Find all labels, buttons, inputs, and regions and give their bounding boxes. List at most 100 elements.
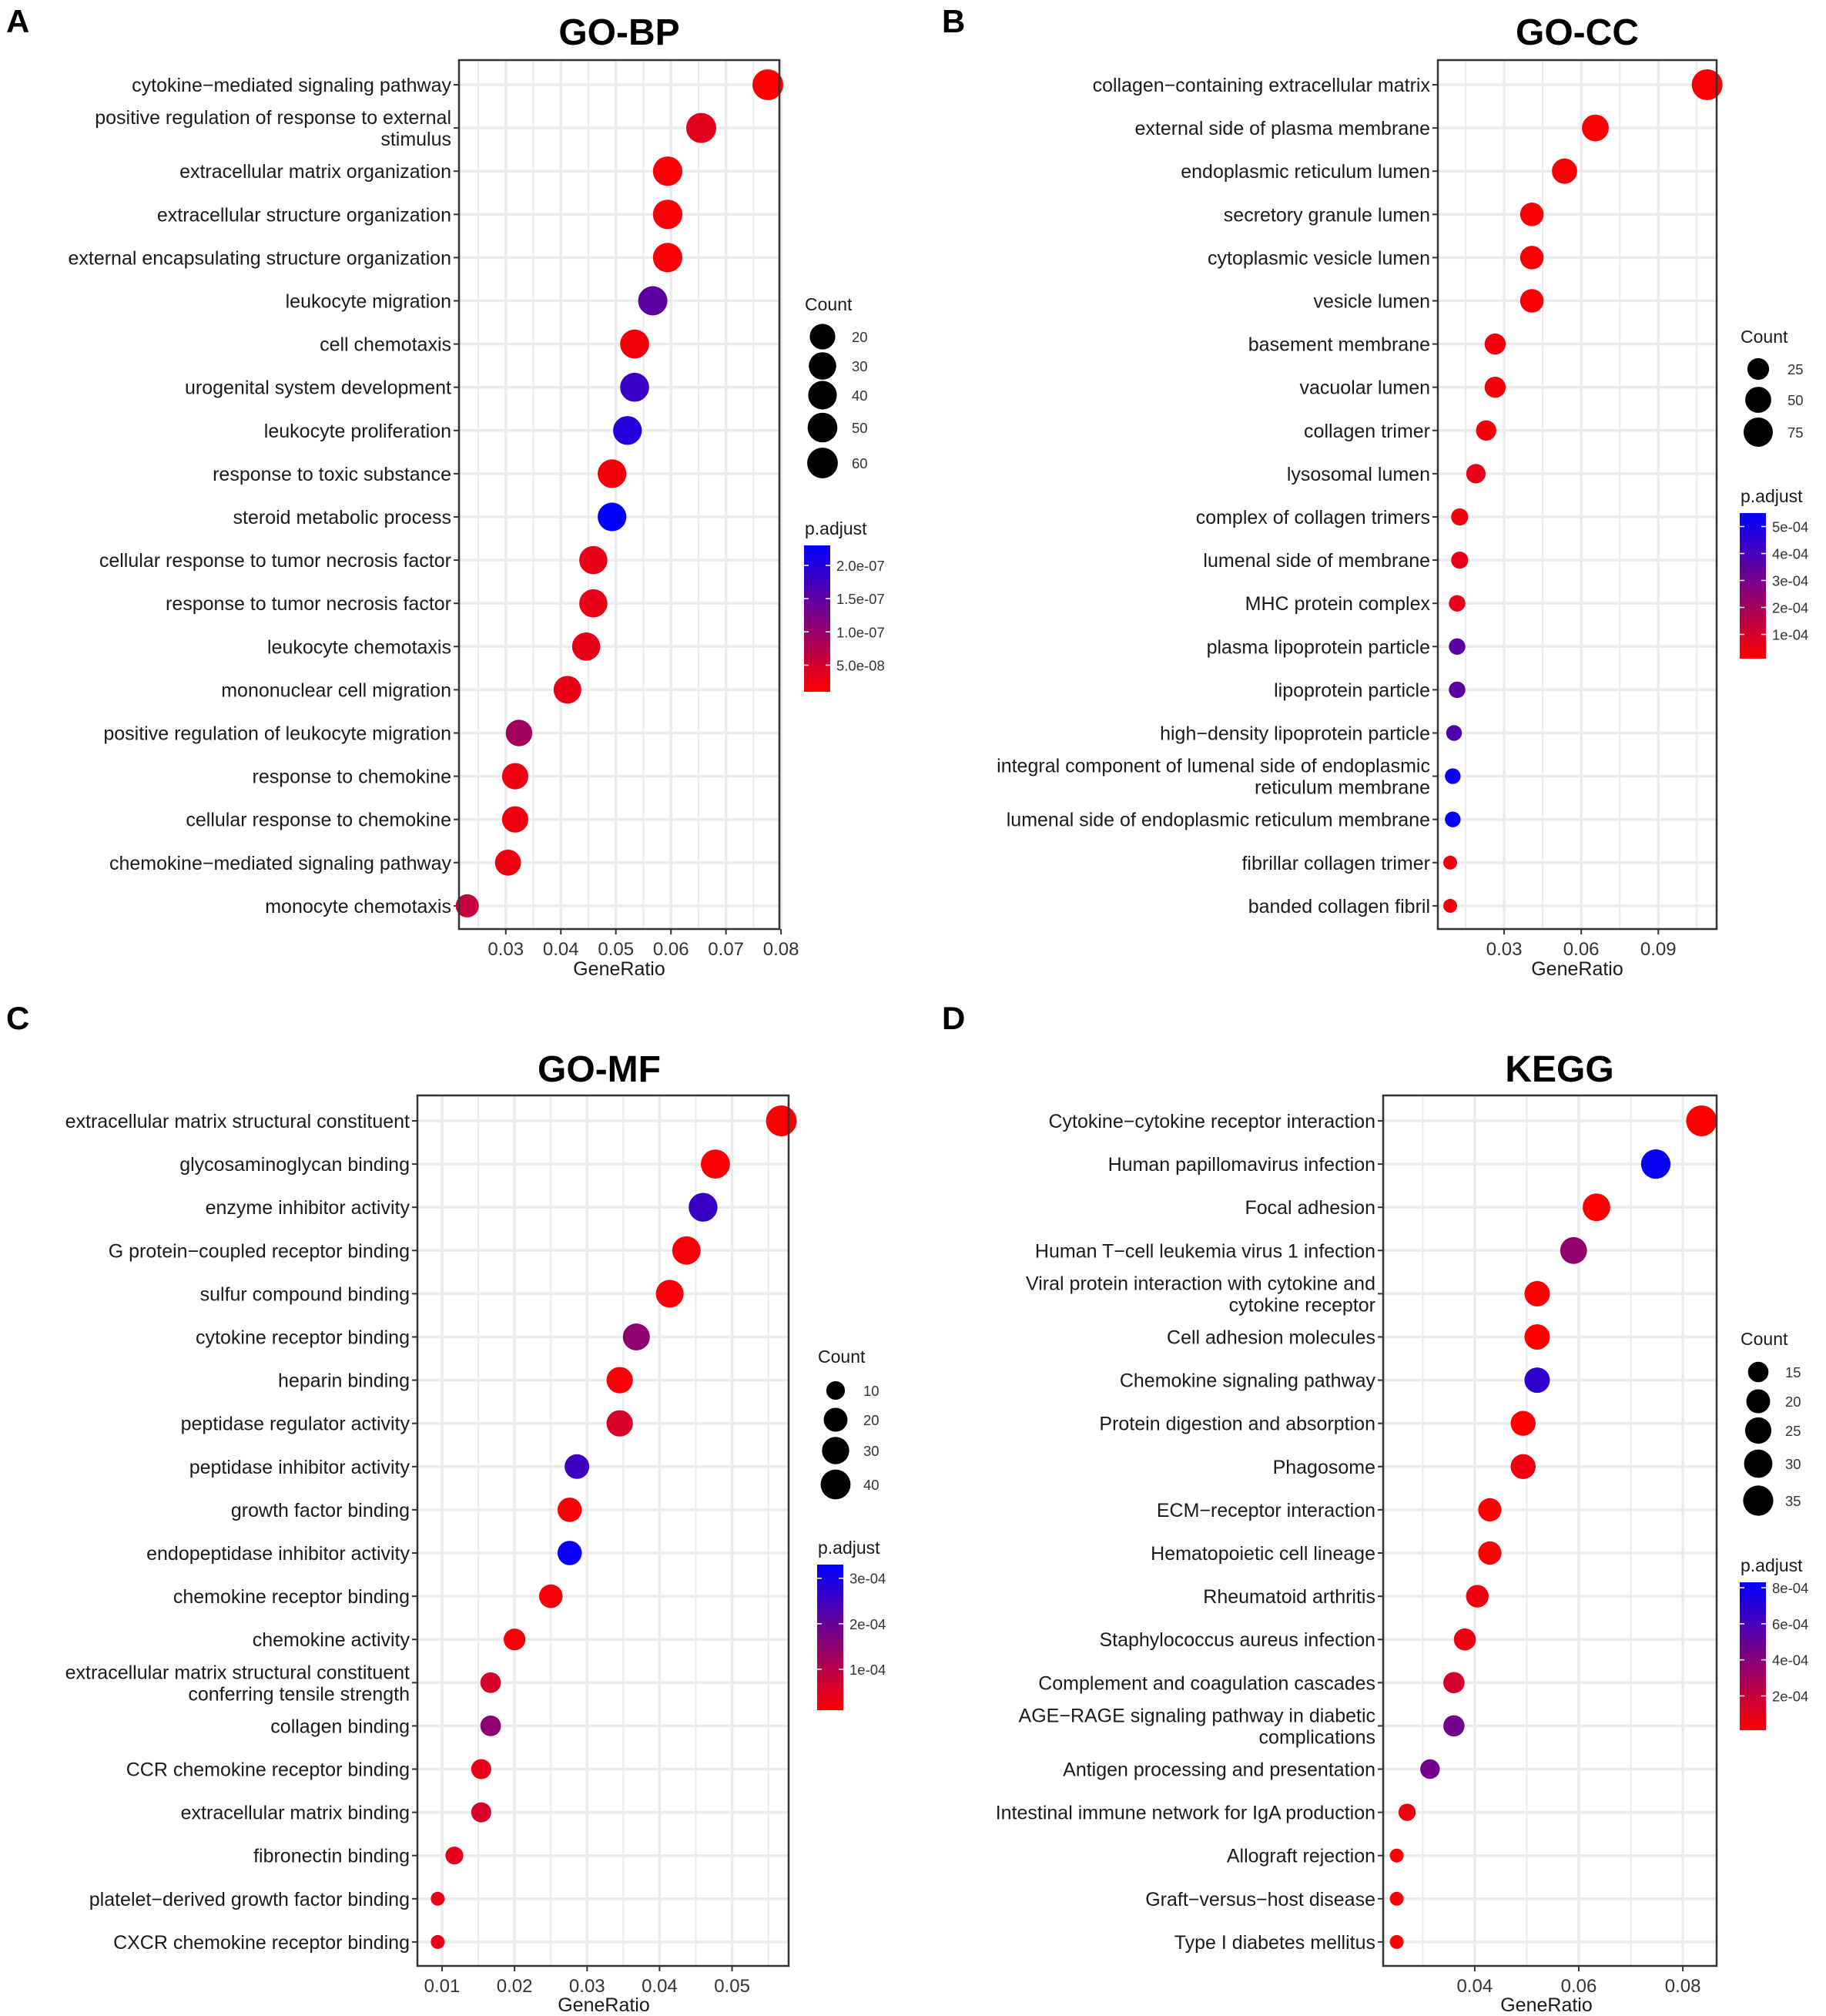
term-label-vesicle-lumen: vesicle lumen (1314, 291, 1430, 313)
points-go-bp (455, 69, 783, 917)
point-response-to-tumor-necrosis-factor (579, 589, 608, 618)
point-collagen-containing-extracellular-matrix (1691, 69, 1723, 100)
chart-title-go-mf: GO-MF (538, 1049, 661, 1090)
term-label-hematopoietic-cell-lineage: Hematopoietic cell lineage (1151, 1543, 1375, 1565)
point-platelet-derived-growth-factor-binding (431, 1891, 445, 1906)
size-legend-key (1744, 418, 1773, 447)
term-label-chemokine-activity: chemokine activity (253, 1629, 410, 1651)
size-legend-key (1744, 1449, 1773, 1478)
plot-frame-go-bp (457, 59, 781, 931)
term-label-phagosome: Phagosome (1273, 1457, 1375, 1478)
chart-title-kegg: KEGG (1505, 1049, 1613, 1090)
point-extracellular-matrix-structural-constituent (766, 1105, 797, 1136)
plot-frame-go-cc (1436, 59, 1718, 931)
color-legend-label: 3e-04 (1772, 573, 1808, 589)
x-tick-label-go-mf: 0.05 (714, 1976, 750, 1997)
point-cellular-response-to-tumor-necrosis-factor (579, 545, 608, 575)
points-kegg (1389, 1105, 1717, 1949)
size-legend-label: 20 (1785, 1394, 1801, 1410)
point-focal-adhesion (1583, 1193, 1610, 1222)
point-cytoplasmic-vesicle-lumen (1519, 246, 1544, 270)
point-chemokine-signaling-pathway (1524, 1367, 1550, 1394)
point-urogenital-system-development (620, 372, 649, 402)
term-label-extracellular-matrix-structural-constituent-conferring-tensile-strength: extracellular matrix structural constitu… (65, 1662, 410, 1705)
term-label-high-density-lipoprotein-particle: high−density lipoprotein particle (1160, 723, 1430, 745)
size-legend-key (822, 1437, 849, 1464)
size-legend-key (826, 1380, 846, 1400)
term-label-cytokine-receptor-binding: cytokine receptor binding (196, 1327, 410, 1349)
term-label-integral-component-of-lumenal-side-of-endoplasmic-reticulum-membrane: integral component of lumenal side of en… (997, 756, 1430, 799)
size-legend-key (807, 448, 838, 478)
tick-labels-go-cc: 0.03 0.06 0.09 (1486, 929, 1677, 960)
point-endopeptidase-inhibitor-activity (557, 1541, 582, 1565)
point-cellular-response-to-chemokine (501, 806, 529, 833)
point-leukocyte-chemotaxis (571, 632, 601, 661)
term-label-extracellular-matrix-organization: extracellular matrix organization (179, 161, 451, 183)
size-legend-go-cc: 25 50 75 (1744, 357, 1804, 447)
x-tick-label-go-bp: 0.03 (487, 939, 524, 960)
size-legend-label: 50 (1787, 392, 1804, 408)
term-label-enzyme-inhibitor-activity: enzyme inhibitor activity (206, 1197, 410, 1219)
color-bar (1740, 1582, 1766, 1730)
size-legend-label: 20 (863, 1412, 879, 1428)
point-extracellular-matrix-organization (652, 156, 683, 186)
point-integral-component-of-lumenal-side-of-endoplasmic-reticulum-membrane (1445, 768, 1461, 784)
term-label-fibrillar-collagen-trimer: fibrillar collagen trimer (1241, 853, 1430, 874)
x-tick-label-kegg: 0.06 (1561, 1976, 1597, 1997)
term-label-ecm-receptor-interaction: ECM−receptor interaction (1157, 1500, 1375, 1521)
term-label-cxcr-chemokine-receptor-binding: CXCR chemokine receptor binding (113, 1932, 410, 1954)
term-label-line: complications (1259, 1726, 1375, 1748)
size-legend-title-go-bp: Count (805, 294, 853, 314)
x-tick-label-go-cc: 0.03 (1486, 939, 1523, 960)
term-labels-kegg: Cytokine−cytokine receptor interaction Hu… (996, 1111, 1383, 1954)
x-tick-label-go-bp: 0.08 (763, 939, 799, 960)
point-ecm-receptor-interaction (1478, 1498, 1502, 1521)
size-legend-label: 60 (852, 455, 868, 471)
term-label-sulfur-compound-binding: sulfur compound binding (200, 1283, 410, 1305)
term-label-cellular-response-to-tumor-necrosis-factor: cellular response to tumor necrosis fact… (99, 550, 451, 572)
term-label-allograft-rejection: Allograft rejection (1227, 1846, 1375, 1867)
point-lysosomal-lumen (1466, 464, 1486, 484)
color-legend-go-mf: 3e-04 2e-04 1e-04 (817, 1565, 886, 1710)
point-complement-and-coagulation-cascades (1443, 1672, 1465, 1694)
term-label-collagen-trimer: collagen trimer (1304, 421, 1430, 442)
plot-frame-go-mf (416, 1094, 790, 1967)
size-legend-key (1744, 1417, 1772, 1444)
point-chemokine-mediated-signaling-pathway (494, 849, 521, 876)
point-collagen-trimer (1476, 420, 1496, 441)
term-label-line: cytokine receptor (1229, 1294, 1375, 1316)
term-label-rheumatoid-arthritis: Rheumatoid arthritis (1203, 1586, 1375, 1608)
point-lipoprotein-particle (1449, 681, 1466, 699)
color-legend-label: 6e-04 (1772, 1616, 1808, 1632)
term-label-intestinal-immune-network-for-iga-production: Intestinal immune network for IgA produc… (996, 1803, 1375, 1824)
size-legend-label: 35 (1785, 1493, 1801, 1509)
color-legend-title-go-bp: p.adjust (805, 518, 867, 538)
size-legend-key (808, 381, 837, 410)
color-bar (1740, 513, 1766, 659)
size-legend-label: 10 (863, 1383, 879, 1399)
point-enzyme-inhibitor-activity (689, 1192, 718, 1222)
point-cxcr-chemokine-receptor-binding (431, 1934, 445, 1949)
point-leukocyte-migration (638, 286, 668, 316)
x-tick-label-go-mf: 0.04 (642, 1976, 678, 1997)
point-antigen-processing-and-presentation (1420, 1759, 1440, 1780)
point-steroid-metabolic-process (598, 502, 627, 532)
x-tick-label-go-cc: 0.06 (1563, 939, 1600, 960)
color-legend-label: 5e-04 (1772, 519, 1808, 535)
term-label-type-i-diabetes-mellitus: Type I diabetes mellitus (1174, 1932, 1375, 1954)
point-glycosaminoglycan-binding (701, 1149, 730, 1179)
point-graft-versus-host-disease (1389, 1891, 1404, 1906)
term-label-mhc-protein-complex: MHC protein complex (1245, 593, 1431, 615)
color-legend-label: 3e-04 (849, 1571, 886, 1587)
term-label-external-encapsulating-structure-organization: external encapsulating structure organiz… (68, 247, 451, 269)
point-cytokine-mediated-signaling-pathway (752, 69, 783, 100)
term-label-line: AGE−RAGE signaling pathway in diabetic (1019, 1705, 1375, 1726)
size-legend-title-kegg: Count (1741, 1329, 1788, 1349)
size-legend-key (809, 352, 836, 380)
term-labels-go-mf: extracellular matrix structural constitu… (65, 1111, 417, 1954)
size-legend-label: 50 (852, 420, 868, 436)
point-response-to-chemokine (501, 763, 529, 790)
point-extracellular-matrix-structural-constituent-conferring-tensile-strength (480, 1672, 501, 1693)
panel-kegg: D KEGG GeneRatio Count p.adjust Cytokine… (942, 1000, 1808, 2016)
color-legend-title-go-cc: p.adjust (1741, 486, 1803, 506)
